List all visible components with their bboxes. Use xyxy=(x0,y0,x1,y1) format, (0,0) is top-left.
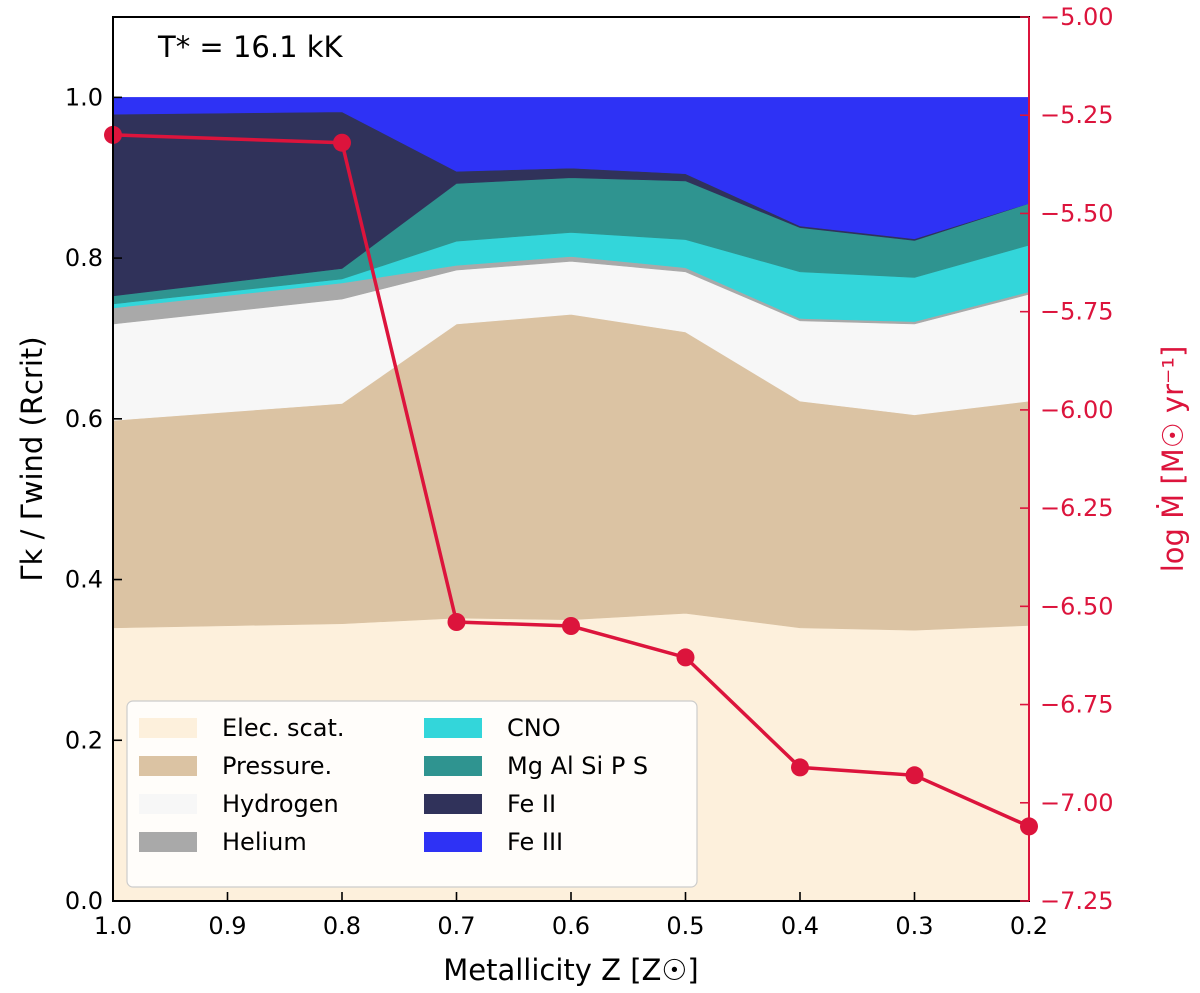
y-right-tick-label: −7.00 xyxy=(1040,789,1114,817)
legend-label-fe-ii: Fe II xyxy=(507,790,556,818)
bottom-axis: 1.0 0.9 0.8 0.7 0.6 0.5 0.4 0.3 0.2 xyxy=(94,892,1048,940)
legend-label-hydrogen: Hydrogen xyxy=(222,790,339,818)
mass-loss-point xyxy=(562,617,580,635)
x-tick-label: 0.4 xyxy=(781,912,819,940)
y-right-tick-label: −6.00 xyxy=(1040,396,1114,424)
y-tick-label: 0.6 xyxy=(65,405,103,433)
y-tick-label: 1.0 xyxy=(65,83,103,111)
legend-label-fe-iii: Fe III xyxy=(507,828,563,856)
legend-label-cno: CNO xyxy=(507,714,561,742)
legend-box xyxy=(126,700,698,888)
x-tick-label: 0.3 xyxy=(895,912,933,940)
x-tick-label: 1.0 xyxy=(94,912,132,940)
y-axis-label-left: Γk / Γwind (Rcrit) xyxy=(15,336,49,581)
y-right-tick-label: −6.25 xyxy=(1040,494,1114,522)
legend-swatch-fe-iii xyxy=(424,832,482,852)
legend-label-pressure: Pressure. xyxy=(222,752,332,780)
x-tick-label: 0.6 xyxy=(552,912,590,940)
x-tick-label: 0.7 xyxy=(437,912,475,940)
y-axis-label-right: log Ṁ [M☉ yr⁻¹] xyxy=(1156,346,1190,573)
x-tick-label: 0.5 xyxy=(666,912,704,940)
legend-swatch-fe-ii xyxy=(424,794,482,814)
y-right-tick-label: −7.25 xyxy=(1040,887,1114,915)
mass-loss-point xyxy=(676,648,695,667)
legend-label-elec-scat: Elec. scat. xyxy=(222,714,345,742)
legend-swatch-hydrogen xyxy=(139,794,197,814)
mass-loss-line-layer xyxy=(104,125,1038,836)
legend-swatch-cno xyxy=(424,718,482,738)
y-right-tick-label: −5.50 xyxy=(1040,199,1114,227)
right-axis: −5.00 −5.25 −5.50 −5.75 −6.00 −6.25 −6.50 −6.75… xyxy=(1020,3,1114,915)
x-tick-label: 0.2 xyxy=(1010,912,1048,940)
legend-label-mg-al-si-p-s: Mg Al Si P S xyxy=(507,752,648,780)
y-right-tick-label: −5.75 xyxy=(1040,298,1114,326)
mass-loss-line xyxy=(112,133,1030,828)
mass-loss-point xyxy=(333,133,351,152)
y-tick-label: 0.0 xyxy=(65,887,103,915)
y-tick-label: 0.4 xyxy=(65,566,103,594)
x-axis-label: Metallicity Z [Z☉] xyxy=(443,953,699,987)
legend-swatch-mg-al-si-p-s xyxy=(424,756,482,776)
legend: Elec. scat. Pressure. Hydrogen Helium CNO Mg … xyxy=(126,700,698,888)
x-tick-label: 0.9 xyxy=(208,912,246,940)
legend-swatch-pressure xyxy=(139,756,197,776)
left-axis: 0.0 0.2 0.4 0.6 0.8 1.0 xyxy=(65,83,122,915)
mass-loss-point xyxy=(791,758,809,777)
mass-loss-point xyxy=(447,613,466,631)
y-right-tick-label: −6.50 xyxy=(1040,592,1114,620)
temperature-annotation: T* = 16.1 kK xyxy=(157,30,344,64)
y-tick-label: 0.2 xyxy=(65,726,103,754)
y-tick-label: 0.8 xyxy=(65,244,103,272)
y-right-tick-label: −5.00 xyxy=(1040,3,1114,31)
legend-label-helium: Helium xyxy=(222,828,307,856)
y-right-tick-label: −5.25 xyxy=(1040,101,1114,129)
legend-swatch-helium xyxy=(139,832,197,852)
y-right-tick-label: −6.75 xyxy=(1040,691,1114,719)
mass-loss-point xyxy=(905,766,924,785)
legend-swatch-elec-scat xyxy=(139,718,197,738)
x-tick-label: 0.8 xyxy=(323,912,361,940)
